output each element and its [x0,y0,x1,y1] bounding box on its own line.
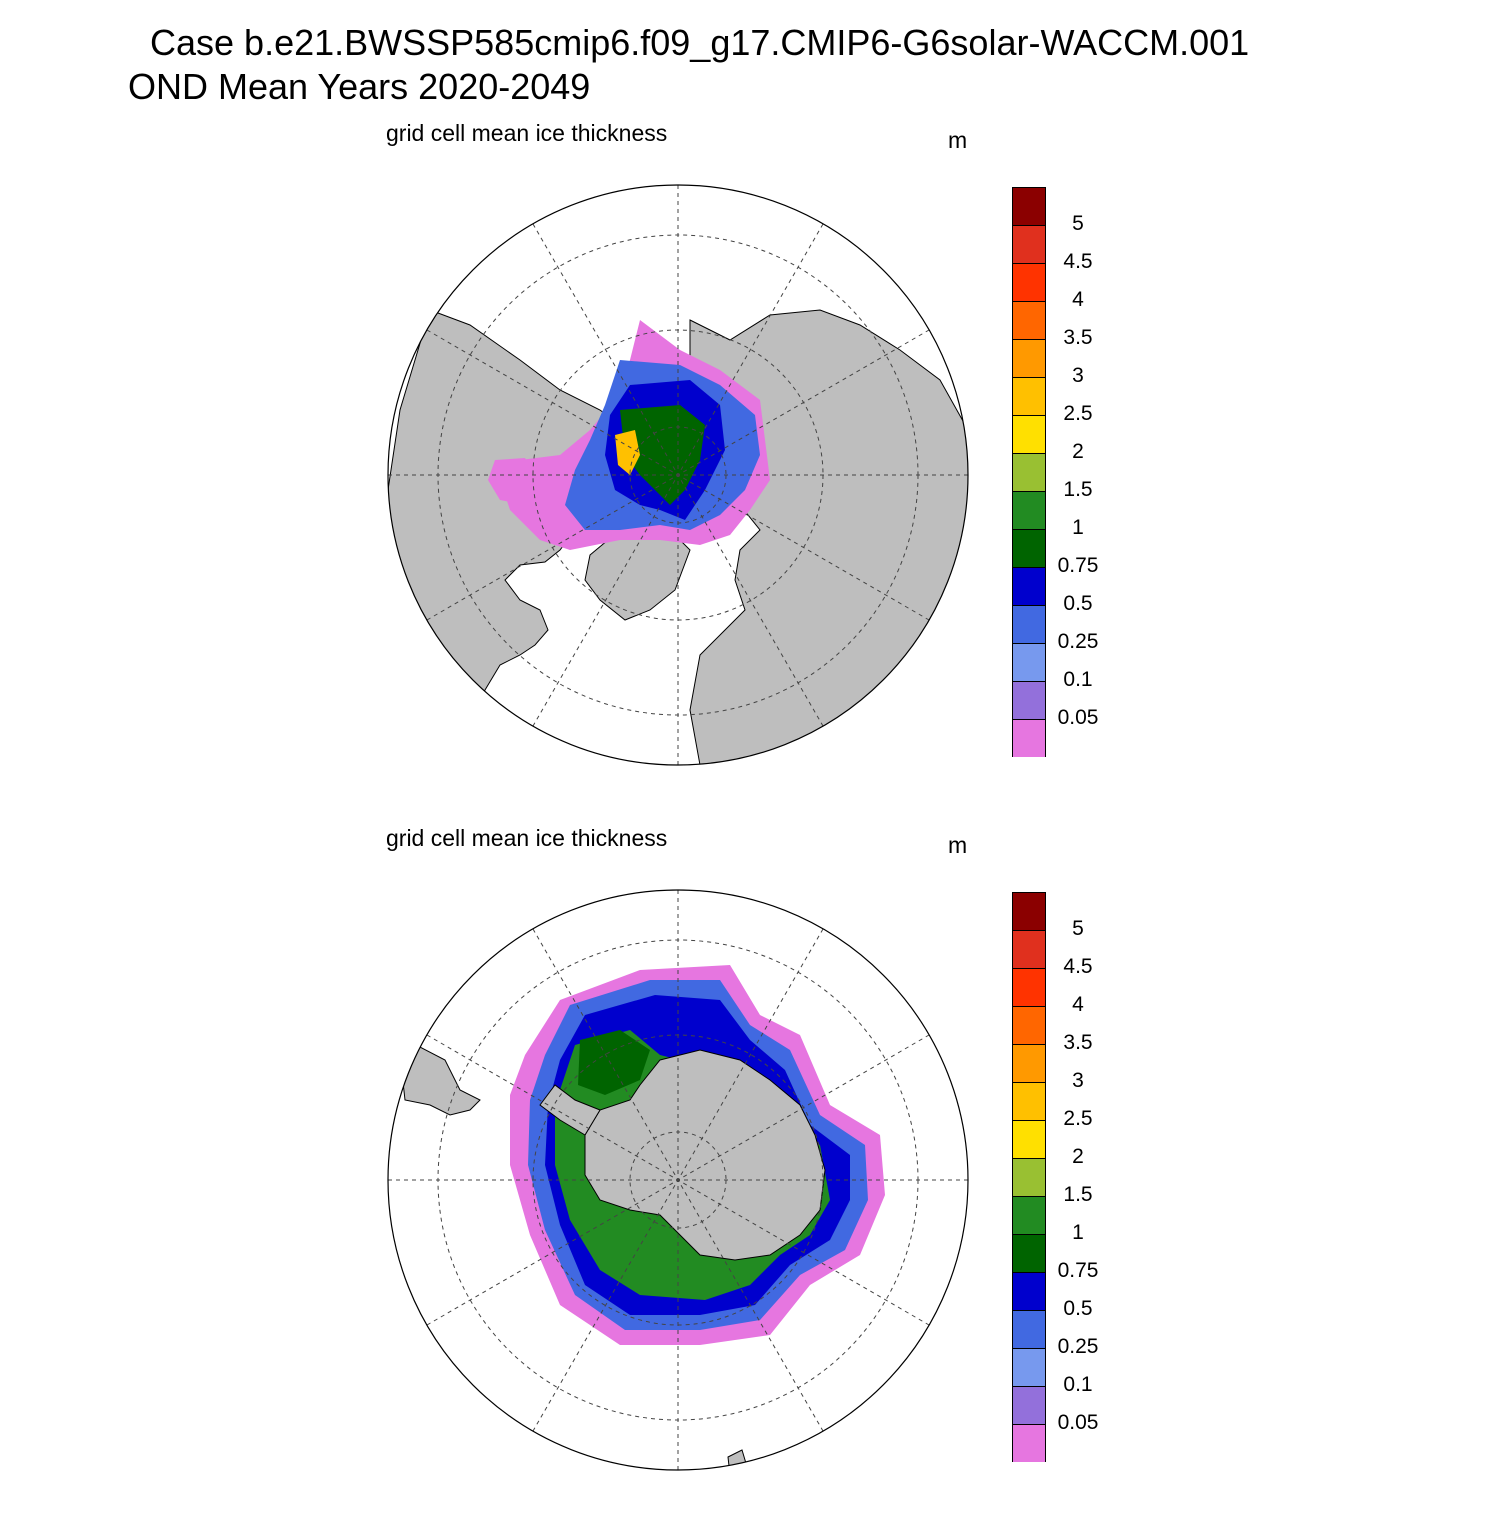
antarctic-colorbar-swatch [1012,1272,1046,1311]
antarctic-subtitle: grid cell mean ice thickness [386,825,668,851]
arctic-colorbar-label: 0.5 [1063,592,1093,615]
antarctic-colorbar-label: 2.5 [1063,1107,1093,1130]
arctic-colorbar-label: 5 [1072,212,1084,235]
arctic-graticule [388,185,968,765]
antarctic-colorbar-swatch [1012,1082,1046,1121]
antarctic-colorbar-label: 4 [1072,993,1084,1016]
antarctic-colorbar-label: 1.5 [1063,1183,1093,1206]
antarctic-peninsula-land [539,1084,601,1136]
antarctic-colorbar-label: 2 [1072,1145,1084,1168]
antarctic-colorbar-swatch [1012,1196,1046,1235]
antarctic-colorbar-swatch [1012,1386,1046,1425]
antarctic-polar-map [387,889,969,1471]
antarctic-colorbar-swatch [1012,1348,1046,1387]
antarctic-colorbar [1012,892,1046,1463]
south-america-land [399,1046,481,1116]
arctic-units: m [948,127,968,153]
antarctic-ice-thickest-dark [578,1030,650,1095]
antarctic-units: m [948,832,968,858]
antarctic-colorbar-swatch [1012,1424,1046,1463]
figure-title-case: Case b.e21.BWSSP585cmip6.f09_g17.CMIP6-G… [150,22,1250,63]
arctic-colorbar-swatch [1012,605,1046,644]
antarctic-colorbar-label: 0.25 [1057,1335,1099,1358]
antarctic-colorbar-label: 5 [1072,917,1084,940]
arctic-colorbar-swatches [1012,187,1046,758]
arctic-colorbar-label: 0.75 [1057,554,1099,577]
antarctic-colorbar-label: 0.05 [1057,1411,1099,1434]
antarctic-colorbar-swatches [1012,892,1046,1463]
arctic-ice-thick [620,405,705,505]
arctic-colorbar-swatch [1012,339,1046,378]
antarctic-map-border [387,889,969,1471]
antarctic-colorbar-label: 0.1 [1063,1373,1093,1396]
antarctic-colorbar-label: 1 [1072,1221,1084,1244]
arctic-ice-thickest [615,430,640,475]
arctic-colorbar [1012,187,1046,758]
antarctic-colorbar-swatch [1012,1120,1046,1159]
arctic-colorbar-swatch [1012,567,1046,606]
arctic-map-border [387,184,969,766]
arctic-colorbar-label: 0.25 [1057,630,1099,653]
antarctic-colorbar-label: 0.75 [1057,1259,1099,1282]
arctic-panel: grid cell mean ice thickness m [0,110,1500,810]
arctic-colorbar-label: 1.5 [1063,478,1093,501]
arctic-colorbar-swatch [1012,719,1046,758]
arctic-colorbar-swatch [1012,225,1046,264]
arctic-colorbar-label: 3.5 [1063,326,1093,349]
antarctic-colorbar-label: 3 [1072,1069,1084,1092]
arctic-colorbar-label: 0.1 [1063,668,1093,691]
arctic-polar-map [387,184,969,766]
arctic-colorbar-swatch [1012,415,1046,454]
arctic-colorbar-label: 2 [1072,440,1084,463]
arctic-ice-hudson-pink [488,458,540,505]
arctic-colorbar-swatch [1012,301,1046,340]
arctic-colorbar-label: 4 [1072,288,1084,311]
antarctic-panel: grid cell mean ice thickness m [0,815,1500,1515]
antarctic-colorbar-label: 3.5 [1063,1031,1093,1054]
antarctic-colorbar-label: 0.5 [1063,1297,1093,1320]
figure-title-period: OND Mean Years 2020-2049 [128,66,591,107]
arctic-colorbar-label: 1 [1072,516,1084,539]
arctic-colorbar-swatch [1012,681,1046,720]
antarctic-colorbar-swatch [1012,1158,1046,1197]
antarctic-colorbar-swatch [1012,1234,1046,1273]
arctic-colorbar-label: 4.5 [1063,250,1093,273]
antarctic-colorbar-swatch [1012,1044,1046,1083]
arctic-colorbar-label: 3 [1072,364,1084,387]
antarctic-colorbar-swatch [1012,1006,1046,1045]
antarctic-colorbar-swatch [1012,1310,1046,1349]
antarctic-colorbar-label: 4.5 [1063,955,1093,978]
arctic-subtitle: grid cell mean ice thickness [386,120,668,146]
antarctic-graticule [388,890,968,1470]
arctic-colorbar-label: 2.5 [1063,402,1093,425]
arctic-colorbar-label: 0.05 [1057,706,1099,729]
